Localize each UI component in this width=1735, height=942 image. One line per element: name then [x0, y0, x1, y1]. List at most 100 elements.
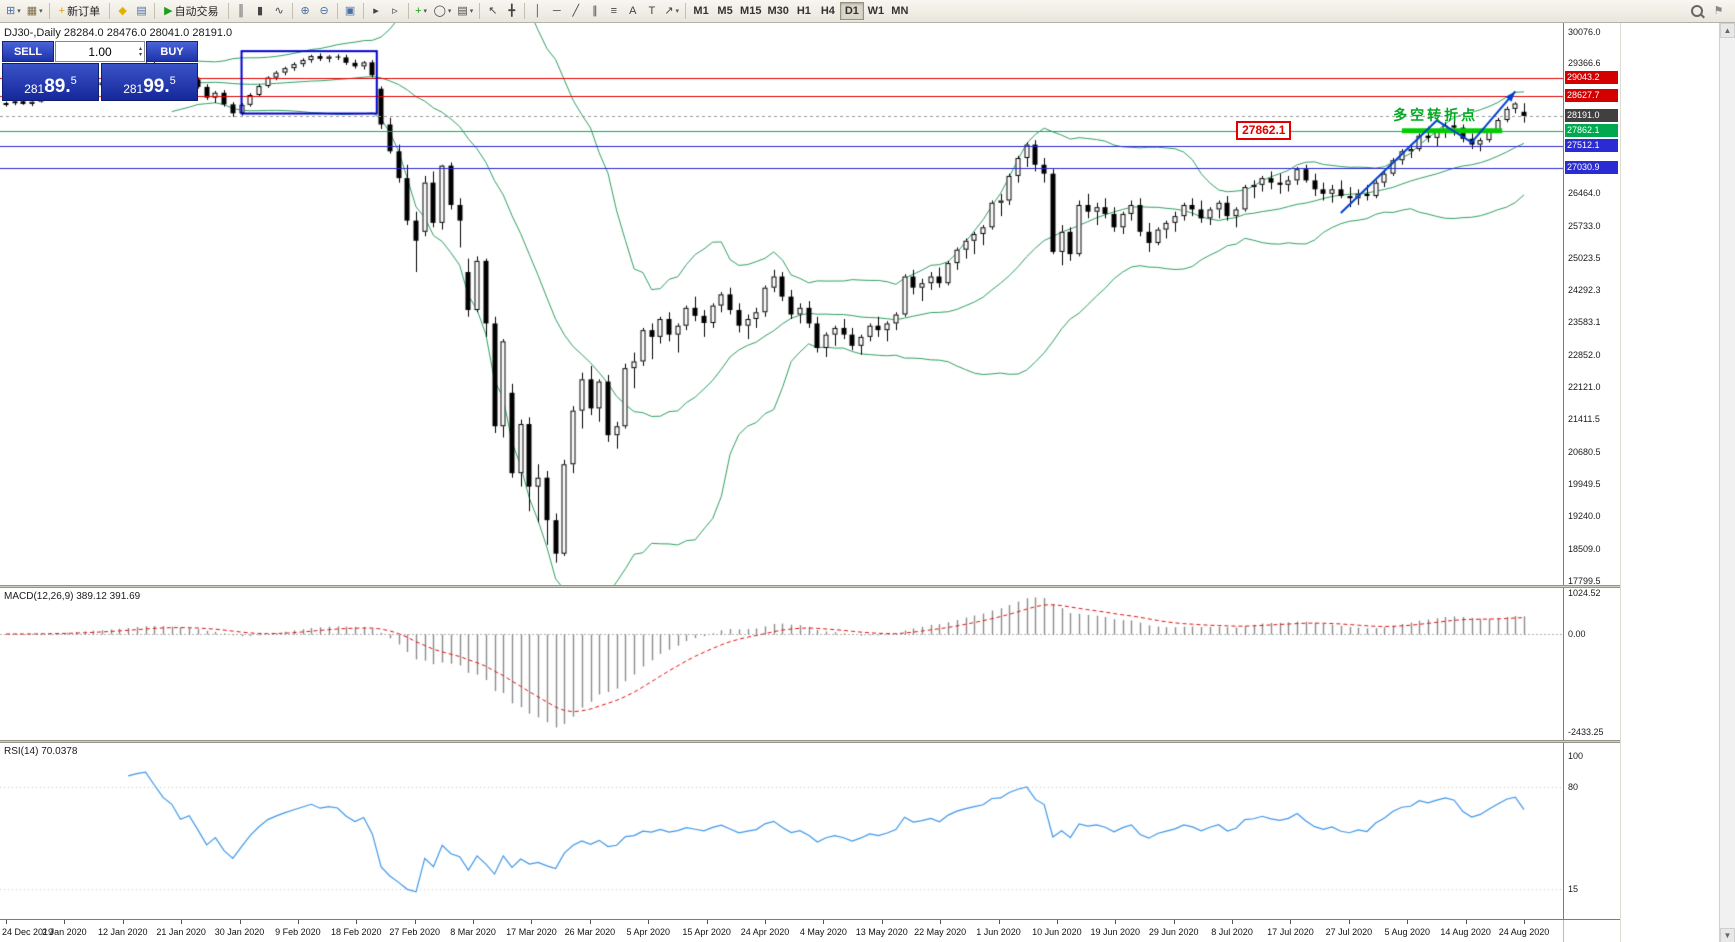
indicators-add[interactable]: + ▾	[412, 2, 431, 20]
horizontal-line-tool-icon: ─	[552, 4, 561, 17]
toolbar-right-group: ⚑	[1687, 2, 1732, 20]
auto-scroll[interactable]: ▸	[367, 2, 386, 20]
zoom-in-icon: ⊕	[300, 4, 310, 17]
arrows-tool[interactable]: ↗ ▾	[661, 2, 682, 20]
chart-shift[interactable]: ▹	[386, 2, 405, 20]
turning-point-annotation[interactable]: 多空转折点	[1393, 106, 1479, 123]
metaeditor-icon: ◆	[118, 4, 127, 17]
panel-divider-rsi[interactable]	[0, 740, 1620, 744]
date-label: 8 Jul 2020	[1211, 927, 1253, 938]
scroll-down-button[interactable]: ▼	[1720, 928, 1735, 942]
date-label: 27 Feb 2020	[389, 927, 440, 938]
objects-list[interactable]: ▤ ▾	[454, 2, 476, 20]
history-center[interactable]: ▤	[132, 2, 151, 20]
price-axis-label: 19949.5	[1568, 479, 1601, 490]
label-tool[interactable]: T	[642, 2, 661, 20]
history-center-icon: ▤	[136, 4, 147, 17]
search[interactable]	[1687, 2, 1706, 20]
favorites[interactable]: ⚑	[1709, 2, 1728, 20]
price-chart-canvas[interactable]	[0, 23, 1564, 586]
volume-up-icon[interactable]: ▴	[138, 45, 142, 52]
date-label: 14 Aug 2020	[1440, 927, 1491, 938]
autotrading[interactable]: ▶ 自动交易	[158, 2, 224, 20]
equidistant-channel-tool-icon: ∥	[592, 4, 598, 17]
search-icon	[1690, 5, 1703, 17]
zoom-out[interactable]: ⊖	[315, 2, 334, 20]
vertical-scrollbar[interactable]: ▲ ▼	[1719, 23, 1735, 942]
profiles[interactable]: ▦ ▾	[24, 2, 46, 20]
date-label: 22 May 2020	[914, 927, 967, 938]
macd-canvas[interactable]	[0, 588, 1564, 741]
rsi-canvas[interactable]	[0, 743, 1564, 920]
rsi-axis-label: 100	[1568, 750, 1584, 761]
date-tick	[240, 920, 241, 925]
trendline-tool[interactable]: ╱	[566, 2, 585, 20]
tf-h1[interactable]: H1	[792, 2, 816, 20]
bar-chart-mode[interactable]: ║	[232, 2, 251, 20]
cursor-tool[interactable]: ↖	[483, 2, 502, 20]
price-level-label[interactable]: 27862.1	[1236, 120, 1292, 140]
date-tick	[1232, 920, 1233, 925]
date-label: 15 Apr 2020	[682, 927, 731, 938]
candlestick-mode-icon: ▮	[257, 4, 264, 17]
rsi-panel: 100 80 15 RSI(14) 70.0378	[0, 743, 1620, 920]
price-axis-label: 22121.0	[1568, 382, 1601, 393]
date-tick	[823, 920, 824, 925]
sell-price[interactable]: 281 89. 5	[2, 63, 99, 101]
horizontal-line-tool[interactable]: ─	[547, 2, 566, 20]
fibonacci-tool[interactable]: ≡	[604, 2, 623, 20]
toolbar-separator	[479, 3, 481, 19]
date-label: 18 Feb 2020	[331, 927, 382, 938]
sell-price-sup: 5	[70, 75, 77, 87]
tf-mn[interactable]: MN	[888, 2, 912, 20]
buy-price[interactable]: 281 99. 5	[101, 63, 198, 101]
date-axis[interactable]: 24 Dec 2019 2 Jan 2020 12 Jan 2020 21 Jan 2…	[0, 919, 1620, 942]
tf-m1[interactable]: M1	[689, 2, 713, 20]
price-axis-label: 23583.1	[1568, 316, 1601, 327]
metaeditor[interactable]: ◆	[113, 2, 132, 20]
tf-m15[interactable]: M15	[737, 2, 764, 20]
volume-field[interactable]: 1.00 ▴ ▾	[55, 41, 145, 62]
price-badge: 28627.7	[1565, 89, 1618, 103]
cycle-lines-caret-icon: ▾	[447, 8, 452, 15]
tf-w1-label: W1	[867, 4, 885, 17]
date-tick	[648, 920, 649, 925]
zoom-in[interactable]: ⊕	[296, 2, 315, 20]
price-badge: 27030.9	[1565, 160, 1618, 174]
new-order-label: 新订单	[67, 6, 101, 18]
toolbar-separator	[154, 3, 156, 19]
tf-d1[interactable]: D1	[839, 2, 864, 20]
tf-m5[interactable]: M5	[713, 2, 737, 20]
crosshair-tool[interactable]: ╋	[502, 2, 521, 20]
scroll-up-button[interactable]: ▲	[1720, 23, 1735, 38]
tf-h4[interactable]: H4	[816, 2, 840, 20]
buy-price-main: 281	[123, 82, 144, 96]
new-chart[interactable]: ⊞ ▾	[3, 2, 24, 20]
volume-down-icon[interactable]: ▾	[138, 51, 142, 58]
buy-button[interactable]: BUY	[146, 41, 198, 62]
date-tick	[531, 920, 532, 925]
equidistant-channel-tool[interactable]: ∥	[585, 2, 604, 20]
date-tick	[64, 920, 65, 925]
arrows-tool-icon: ↗	[664, 4, 674, 17]
tf-m15-label: M15	[740, 4, 762, 17]
volume-spinner[interactable]: ▴ ▾	[139, 42, 142, 61]
new-order[interactable]: + 新订单	[53, 2, 106, 20]
candlestick-mode[interactable]: ▮	[251, 2, 270, 20]
tile-windows[interactable]: ▣	[341, 2, 360, 20]
tf-w1[interactable]: W1	[864, 2, 888, 20]
cycle-lines[interactable]: ◯ ▾	[431, 2, 455, 20]
tf-m30[interactable]: M30	[764, 2, 791, 20]
autotrading-label: 自动交易	[174, 6, 219, 18]
text-tool[interactable]: A	[623, 2, 642, 20]
panel-divider-macd[interactable]	[0, 585, 1620, 589]
price-axis-label: 19240.0	[1568, 511, 1601, 522]
date-label: 30 Jan 2020	[214, 927, 265, 938]
date-label: 4 May 2020	[799, 927, 847, 938]
date-label: 17 Jul 2020	[1267, 927, 1314, 938]
vertical-line-tool[interactable]: │	[528, 2, 547, 20]
line-chart-mode[interactable]: ∿	[270, 2, 289, 20]
tf-m30-label: M30	[767, 4, 789, 17]
price-axis-label: 18509.0	[1568, 543, 1601, 554]
sell-button[interactable]: SELL	[2, 41, 54, 62]
